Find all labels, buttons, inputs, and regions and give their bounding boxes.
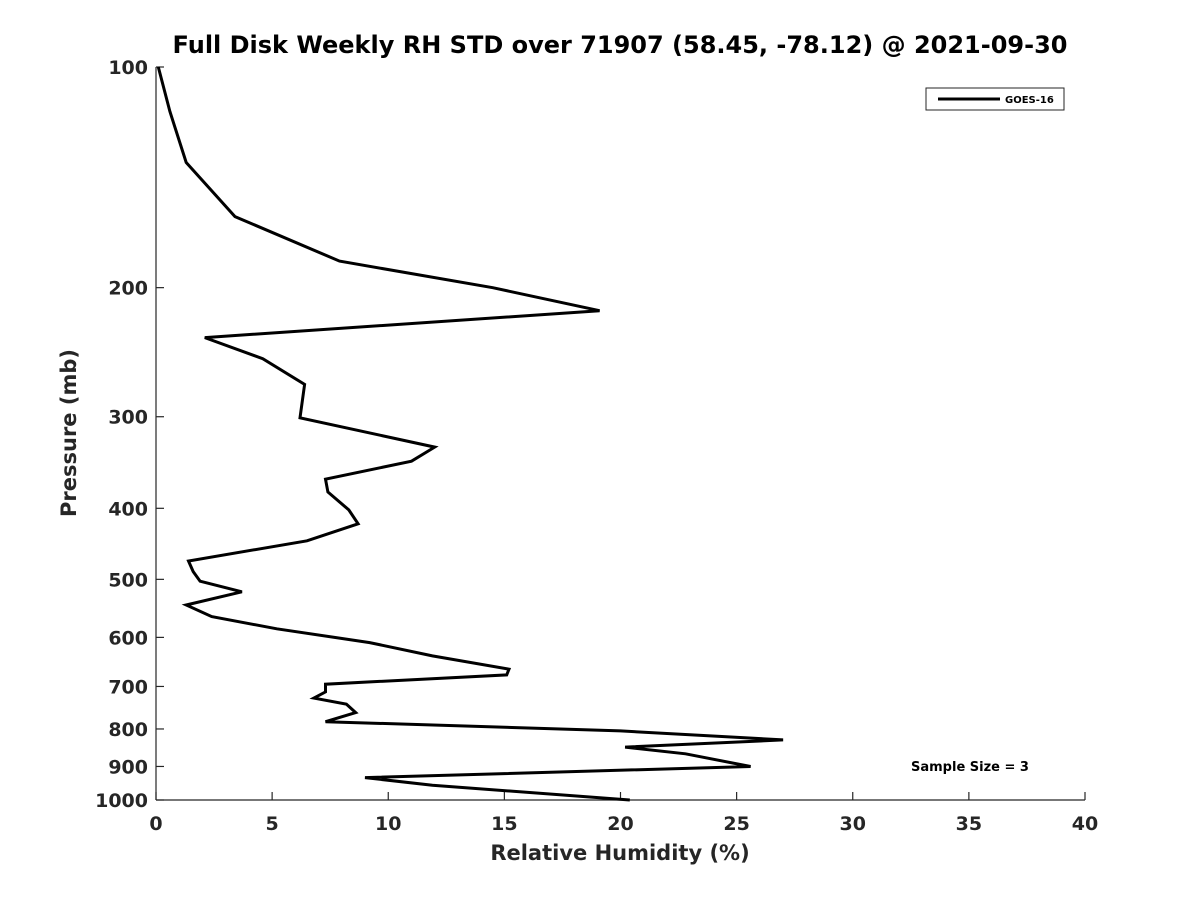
y-tick-label: 300: [108, 407, 148, 429]
y-tick-label: 200: [108, 278, 148, 300]
series-layer: [156, 66, 784, 802]
x-tick-label: 10: [375, 813, 401, 835]
x-tick-label: 35: [956, 813, 982, 835]
y-tick-label: 100: [108, 57, 148, 79]
y-tick-label: 1000: [95, 790, 148, 812]
x-ticks: 0 5 10 15 20 25 30 35 40: [149, 792, 1098, 835]
x-tick-label: 25: [723, 813, 749, 835]
chart-title: Full Disk Weekly RH STD over 71907 (58.4…: [173, 31, 1068, 59]
x-axis-label: Relative Humidity (%): [490, 841, 749, 865]
y-tick-label: 700: [108, 676, 148, 698]
y-tick-label: 600: [108, 627, 148, 649]
y-tick-label: 900: [108, 756, 148, 778]
series-line-goes-16: [156, 66, 784, 802]
x-tick-label: 40: [1072, 813, 1098, 835]
y-tick-label: 400: [108, 498, 148, 520]
x-tick-label: 5: [266, 813, 279, 835]
x-tick-label: 20: [607, 813, 633, 835]
legend: GOES-16: [925, 87, 1065, 111]
sample-size-annotation: Sample Size = 3: [911, 760, 1029, 775]
y-tick-label: 800: [108, 719, 148, 741]
legend-label: GOES-16: [1005, 95, 1054, 106]
x-tick-label: 0: [149, 813, 162, 835]
x-tick-label: 15: [491, 813, 517, 835]
x-tick-label: 30: [840, 813, 866, 835]
y-ticks: 100 200 300 400 500 600 700 800 900 1000: [95, 57, 164, 812]
y-axis-label: Pressure (mb): [57, 349, 81, 517]
y-tick-label: 500: [108, 569, 148, 591]
